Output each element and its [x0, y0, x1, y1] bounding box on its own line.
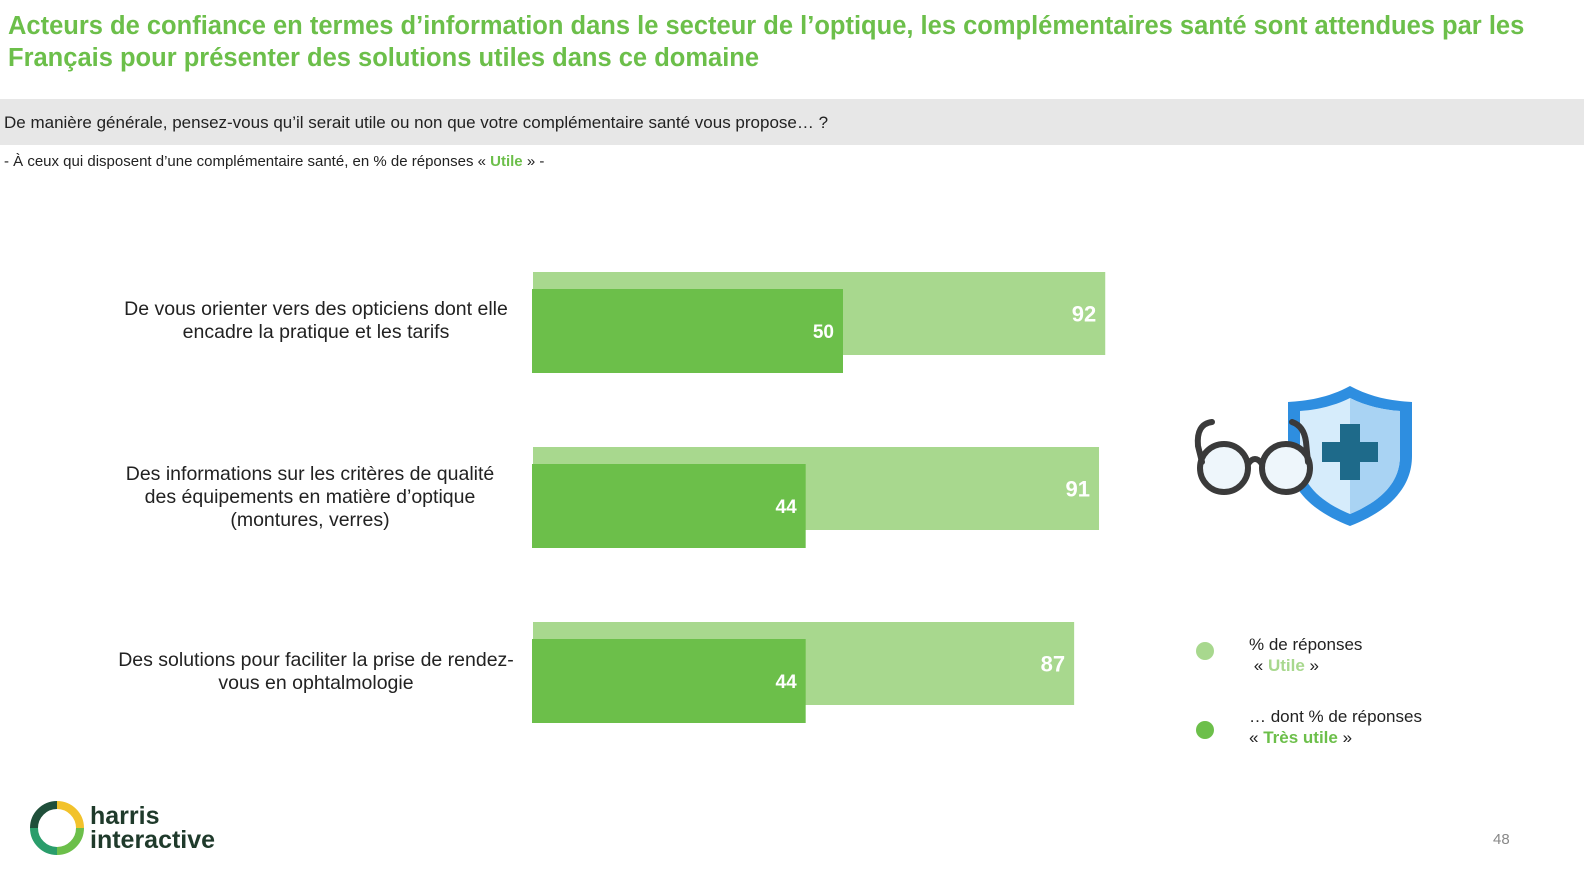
- value-label-utile-1: 92: [1072, 302, 1096, 327]
- page-title: Acteurs de confiance en termes d’informa…: [8, 12, 1525, 72]
- legend-utile-line2: « Utile »: [1249, 655, 1362, 676]
- brand-line2: interactive: [90, 826, 216, 854]
- value-label-tres-utile-1: 50: [813, 322, 834, 343]
- base-prefix: - À ceux qui disposent d’une complémenta…: [4, 153, 486, 170]
- glasses-shield-illustration: [1194, 386, 1412, 526]
- legend-utile-open: «: [1253, 656, 1264, 675]
- bar-tres-utile-2: [532, 464, 806, 548]
- base-note: - À ceux qui disposent d’une complémenta…: [4, 153, 544, 170]
- question-text: De manière générale, pensez-vous qu’il s…: [4, 113, 829, 132]
- bar-tres-utile-1: [532, 289, 843, 373]
- legend-tres-utile-line2: « Très utile »: [1249, 727, 1422, 748]
- brand-line1: harris: [90, 802, 160, 830]
- page-number: 48: [1493, 831, 1510, 848]
- harris-logo-icon: [30, 801, 84, 855]
- legend-dot-tres-utile: [1196, 721, 1214, 739]
- legend-tres-utile-close: »: [1342, 728, 1353, 747]
- value-label-utile-3: 87: [1041, 652, 1065, 677]
- bar-tres-utile-3: [532, 639, 806, 723]
- brand-name: harris interactive: [90, 802, 216, 854]
- health-shield-icon: [1288, 386, 1412, 526]
- category-label-1: De vous orienter vers des opticiens dont…: [124, 298, 508, 343]
- legend-utile-close: »: [1309, 656, 1319, 675]
- value-label-utile-2: 91: [1066, 477, 1090, 502]
- category-label-2: Des informations sur les critères de qua…: [125, 463, 495, 531]
- legend-tres-utile-line1: … dont % de réponses: [1249, 707, 1422, 726]
- value-label-tres-utile-2: 44: [776, 497, 798, 518]
- base-suffix: » -: [526, 153, 545, 170]
- legend-utile: % de réponses « Utile »: [1249, 634, 1362, 676]
- category-label-3: Des solutions pour faciliter la prise de…: [118, 649, 514, 694]
- legend-tres-utile-word: Très utile: [1263, 728, 1338, 747]
- base-highlight: Utile: [490, 153, 523, 170]
- legend-utile-line1: % de réponses: [1249, 635, 1363, 654]
- legend-utile-word: Utile: [1267, 656, 1305, 675]
- question-band: [0, 99, 1584, 145]
- glasses-icon: [1194, 419, 1313, 495]
- legend-dot-utile: [1196, 642, 1214, 660]
- legend-tres-utile-open: «: [1249, 728, 1259, 747]
- legend-tres-utile: … dont % de réponses « Très utile »: [1249, 706, 1422, 748]
- value-label-tres-utile-3: 44: [776, 672, 798, 693]
